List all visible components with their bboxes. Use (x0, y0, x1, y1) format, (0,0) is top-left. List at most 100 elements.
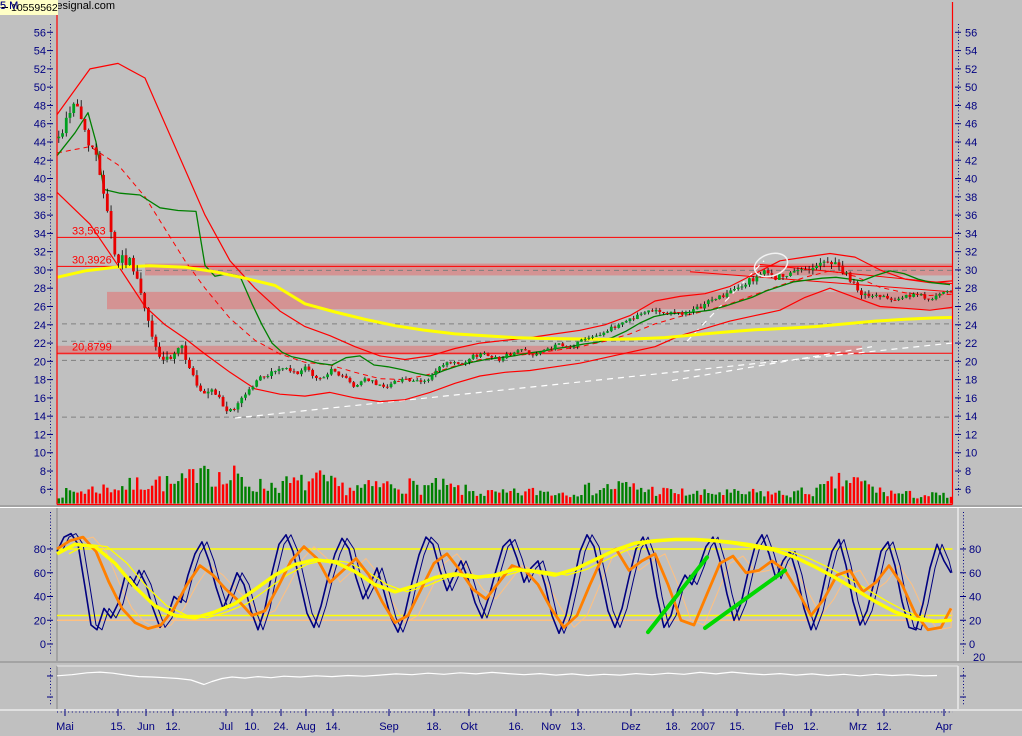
svg-text:14: 14 (965, 411, 977, 423)
volume-highlight-right: 10559562 (0, 0, 58, 15)
svg-text:12.: 12. (876, 721, 891, 733)
svg-text:18: 18 (34, 375, 46, 387)
svg-text:Feb: Feb (775, 721, 794, 733)
svg-text:12.: 12. (165, 721, 180, 733)
svg-text:22: 22 (34, 338, 46, 350)
svg-text:Mai: Mai (56, 721, 74, 733)
svg-text:52: 52 (965, 64, 977, 76)
svg-text:14: 14 (34, 411, 46, 423)
svg-text:14.: 14. (325, 721, 340, 733)
svg-text:20: 20 (965, 356, 977, 368)
svg-text:54: 54 (965, 46, 977, 58)
svg-text:42: 42 (34, 155, 46, 167)
svg-text:24: 24 (965, 320, 977, 332)
trend-annotation-green (646, 555, 709, 635)
svg-text:38: 38 (965, 192, 977, 204)
svg-text:48: 48 (965, 100, 977, 112)
svg-text:10: 10 (34, 448, 46, 460)
svg-text:15.: 15. (110, 721, 125, 733)
main-frame (56, 2, 954, 506)
svg-text:20: 20 (34, 356, 46, 368)
svg-text:10.: 10. (244, 721, 259, 733)
svg-text:40: 40 (965, 174, 977, 186)
svg-text:44: 44 (965, 137, 977, 149)
svg-text:30: 30 (34, 265, 46, 277)
svg-text:Aug: Aug (296, 721, 316, 733)
svg-text:6: 6 (40, 484, 46, 496)
trendlines (234, 260, 953, 419)
svg-text:38: 38 (34, 192, 46, 204)
svg-text:6: 6 (965, 484, 971, 496)
panel-separators (0, 505, 1022, 711)
svg-text:80: 80 (969, 544, 981, 556)
svg-text:16: 16 (34, 393, 46, 405)
price-axis: 56 56 54 54 52 52 50 50 48 48 46 46 44 44 42 42 40 40 38 38… (34, 24, 977, 497)
svg-text:26: 26 (34, 302, 46, 314)
svg-text:32: 32 (965, 247, 977, 259)
volume-bars (57, 465, 953, 504)
svg-text:22: 22 (965, 338, 977, 350)
stochastic-panel (56, 532, 953, 635)
svg-text:20: 20 (973, 652, 985, 664)
svg-text:20: 20 (34, 615, 46, 627)
svg-text:26: 26 (965, 302, 977, 314)
svg-text:20: 20 (969, 615, 981, 627)
svg-text:12: 12 (965, 429, 977, 441)
volume-unit-left: 5 M (0, 0, 19, 12)
svg-text:10: 10 (965, 448, 977, 460)
svg-text:42: 42 (965, 155, 977, 167)
svg-text:Mrz: Mrz (849, 721, 867, 733)
svg-text:50: 50 (965, 82, 977, 94)
stochastic-axis: 80 80 60 60 40 40 20 20 0 0 (34, 512, 981, 656)
svg-text:40: 40 (969, 592, 981, 604)
svg-text:30,3926: 30,3926 (72, 254, 112, 266)
svg-text:46: 46 (965, 119, 977, 131)
svg-text:0: 0 (969, 639, 975, 651)
volume-unit-right: 5 M (0, 0, 19, 12)
svg-text:2007: 2007 (691, 721, 715, 733)
circle-annotation (753, 252, 789, 278)
svg-text:36: 36 (965, 210, 977, 222)
price-levels: 33,563 30,3926 20,8799 (57, 225, 953, 354)
volume-panel: 20 (56, 652, 985, 686)
svg-text:56: 56 (34, 27, 46, 39)
svg-text:Dez: Dez (621, 721, 641, 733)
svg-text:13.: 13. (570, 721, 585, 733)
svg-text:Jul: Jul (219, 721, 233, 733)
annotations (753, 252, 789, 278)
time-axis: Mai 15. Jun 12. Jul 10. 24. Aug 14. Sep 18. Okt 16. N… (56, 709, 953, 733)
trend-annotation-green (703, 568, 787, 630)
candlestick-series (57, 99, 953, 415)
svg-text:24.: 24. (273, 721, 288, 733)
svg-text:60: 60 (34, 568, 46, 580)
svg-text:52: 52 (34, 64, 46, 76)
green-ma (56, 112, 951, 377)
svg-text:40: 40 (34, 174, 46, 186)
svg-text:15.: 15. (729, 721, 744, 733)
svg-text:30: 30 (965, 265, 977, 277)
svg-text:24: 24 (34, 320, 46, 332)
svg-text:18.: 18. (665, 721, 680, 733)
svg-text:46: 46 (34, 119, 46, 131)
svg-text:18.: 18. (426, 721, 441, 733)
yellow-ma (56, 264, 953, 341)
svg-text:50: 50 (34, 82, 46, 94)
svg-text:12: 12 (34, 429, 46, 441)
svg-text:60: 60 (969, 568, 981, 580)
tick-dash (2, 7, 8, 8)
svg-text:8: 8 (965, 466, 971, 478)
svg-text:34: 34 (34, 228, 46, 240)
svg-text:Nov: Nov (541, 721, 561, 733)
resistance-zones (57, 263, 952, 355)
svg-text:12.: 12. (803, 721, 818, 733)
svg-text:20,8799: 20,8799 (72, 341, 112, 353)
svg-text:16: 16 (965, 393, 977, 405)
svg-text:33,563: 33,563 (72, 225, 106, 237)
svg-text:Okt: Okt (460, 721, 477, 733)
svg-text:Sep: Sep (379, 721, 399, 733)
svg-text:0: 0 (40, 639, 46, 651)
svg-text:54: 54 (34, 46, 46, 58)
svg-text:28: 28 (34, 283, 46, 295)
